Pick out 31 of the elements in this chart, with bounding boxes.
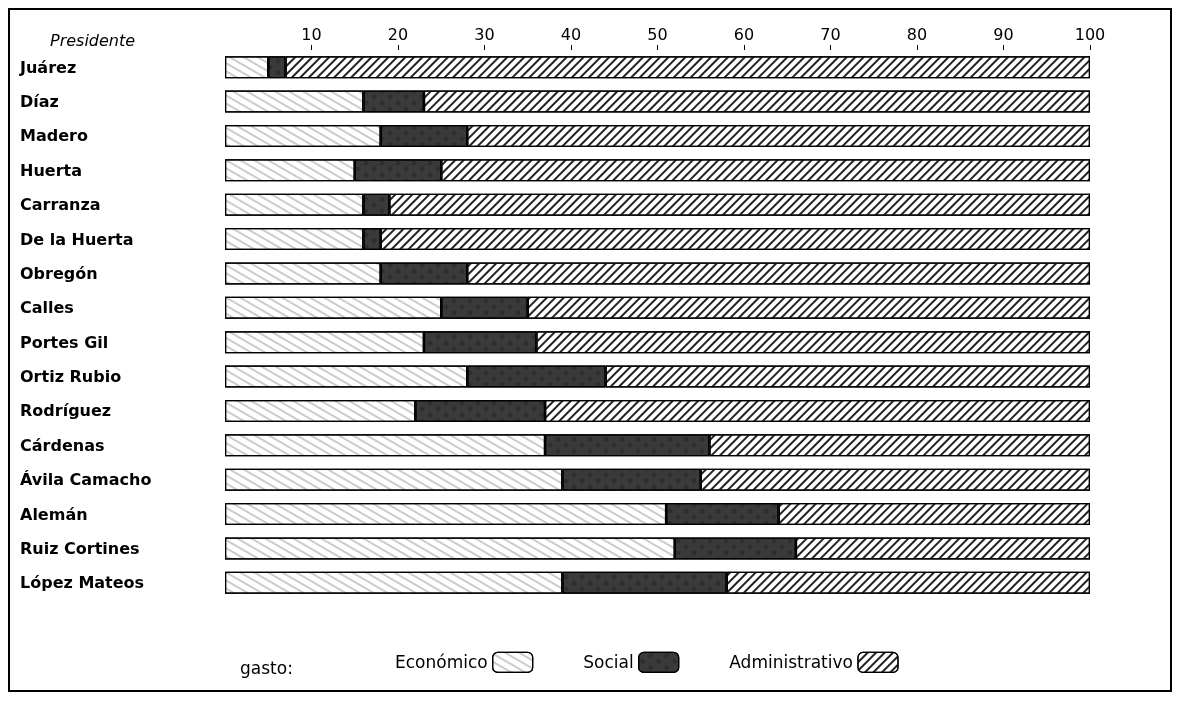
x-tick-label: 20 bbox=[387, 24, 409, 44]
y-tick-label: Madero bbox=[20, 126, 88, 146]
y-tick-label: Ortiz Rubio bbox=[20, 367, 122, 387]
legend-label: Social bbox=[583, 652, 634, 673]
legend-label: Económico bbox=[394, 652, 488, 673]
y-tick-label: Ávila Camacho bbox=[20, 470, 152, 490]
y-tick-label: Díaz bbox=[20, 92, 59, 112]
y-tick-label: Portes Gil bbox=[20, 332, 109, 352]
y-tick-label: Juárez bbox=[19, 57, 77, 77]
y-tick-label: Carranza bbox=[20, 195, 101, 215]
y-tick-label: Obregón bbox=[20, 263, 98, 283]
y-tick-label: De la Huerta bbox=[20, 229, 134, 249]
y-tick-label: Cárdenas bbox=[20, 435, 105, 455]
x-tick-label: 100 bbox=[1074, 24, 1106, 44]
y-tick-label: Alemán bbox=[20, 504, 88, 524]
x-tick-label: 30 bbox=[474, 24, 495, 44]
x-tick-label: 90 bbox=[993, 24, 1014, 44]
y-tick-label: López Mateos bbox=[20, 573, 145, 593]
y-tick-label: Rodríguez bbox=[20, 401, 112, 421]
x-tick-label: 80 bbox=[906, 24, 928, 44]
legend-label: Administrativo bbox=[729, 652, 853, 673]
y-tick-label: Calles bbox=[20, 298, 74, 318]
x-tick-label: 60 bbox=[733, 24, 755, 44]
y-axis-title: Presidente bbox=[50, 30, 136, 50]
x-tick-label: 10 bbox=[301, 24, 322, 44]
x-tick-label: 70 bbox=[820, 24, 841, 44]
x-tick-label: 50 bbox=[647, 24, 668, 44]
x-tick-label: 40 bbox=[560, 24, 582, 44]
legend-title: gasto: bbox=[240, 657, 293, 678]
y-tick-label: Ruiz Cortines bbox=[20, 538, 140, 558]
y-tick-label: Huerta bbox=[20, 160, 82, 180]
